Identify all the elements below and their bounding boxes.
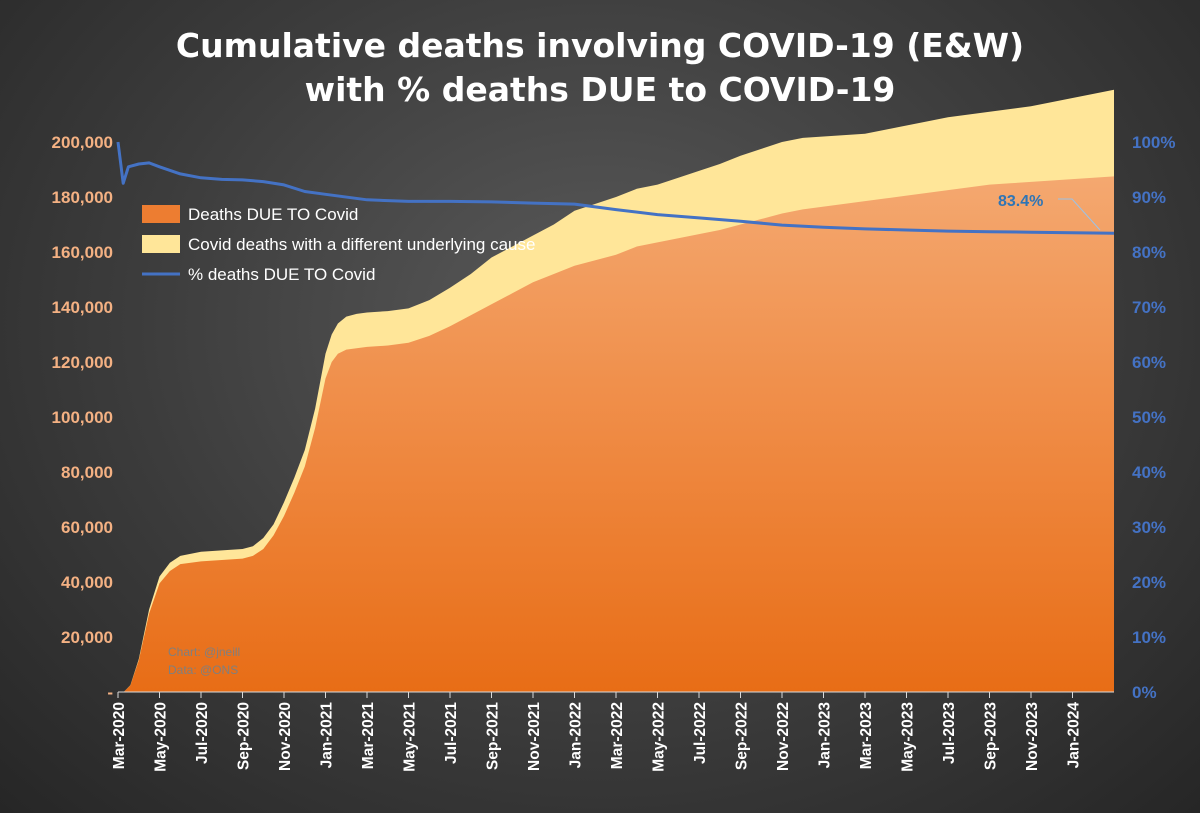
legend-label-percent: % deaths DUE TO Covid — [188, 265, 375, 284]
left-axis-tick-label: 60,000 — [61, 518, 113, 537]
x-axis-tick-label: Nov-2021 — [526, 702, 543, 771]
right-axis-tick-label: 90% — [1132, 188, 1166, 207]
right-axis-tick-label: 100% — [1132, 133, 1175, 152]
x-axis-tick-label: Mar-2020 — [111, 702, 128, 769]
x-axis-tick-label: Sep-2023 — [983, 702, 1000, 770]
x-axis-tick-label: May-2020 — [153, 702, 170, 772]
x-axis-tick-label: Sep-2020 — [236, 702, 253, 770]
x-axis-tick-label: Nov-2022 — [775, 702, 792, 771]
right-axis-tick-label: 40% — [1132, 463, 1166, 482]
right-axis-tick-label: 20% — [1132, 573, 1166, 592]
plot-line — [116, 141, 1115, 235]
x-axis-tick-label: Jan-2021 — [319, 702, 336, 769]
legend-swatch-due — [142, 205, 180, 223]
right-axis: 0% 10% 20% 30% 40% 50% 60% 70% 80% 90% 100% — [1132, 133, 1175, 702]
right-axis-tick-label: 80% — [1132, 243, 1166, 262]
legend-swatch-different — [142, 235, 180, 253]
x-axis-tick-label: Jul-2022 — [692, 702, 709, 764]
right-axis-tick-label: 60% — [1132, 353, 1166, 372]
x-axis-tick-label: Jan-2022 — [568, 702, 585, 768]
plot-areas — [118, 89, 1114, 693]
chart-title-line-1: Cumulative deaths involving COVID-19 (E&… — [176, 26, 1024, 65]
x-axis-tick-label: May-2021 — [402, 702, 419, 772]
legend-label-different: Covid deaths with a different underlying… — [188, 235, 535, 254]
left-axis-tick-label: 20,000 — [61, 628, 113, 647]
left-axis-tick-label: 100,000 — [52, 408, 113, 427]
right-axis-tick-label: 70% — [1132, 298, 1166, 317]
credit-chart: Chart: @jneill — [168, 645, 240, 659]
left-axis-tick-label: 140,000 — [52, 298, 113, 317]
legend: Deaths DUE TO Covid Covid deaths with a … — [142, 205, 535, 284]
x-axis-tick-label: Jul-2023 — [941, 702, 958, 764]
area-series-due-to-covid — [118, 176, 1114, 692]
x-axis-tick-label: Jul-2020 — [194, 702, 211, 764]
annotation-label: 83.4% — [998, 193, 1043, 210]
right-axis-tick-label: 10% — [1132, 628, 1166, 647]
x-axis-tick-label: Mar-2021 — [360, 702, 377, 770]
line-series-percent-due — [116, 141, 1115, 235]
right-axis-tick-label: 30% — [1132, 518, 1166, 537]
x-axis-tick-label: Nov-2023 — [1024, 702, 1041, 771]
x-axis-tick-label: Jan-2023 — [817, 702, 834, 769]
left-axis-tick-label: 40,000 — [61, 573, 113, 592]
left-axis-tick-label: - — [107, 683, 113, 702]
right-axis-tick-label: 0% — [1132, 683, 1157, 702]
left-axis: - 20,000 40,000 60,000 80,000 100,000 120,000 1… — [52, 133, 113, 702]
annotation-leader-line — [1058, 198, 1101, 231]
x-axis-tick-label: Mar-2023 — [858, 702, 875, 770]
credit-data: Data: @ONS — [168, 663, 238, 677]
x-axis-tick-label: May-2023 — [900, 702, 917, 772]
x-axis: Mar-2020 May-2020 Jul-2020 Sep-2020 Nov-2020… — [111, 691, 1114, 772]
x-axis-tick-label: Sep-2021 — [485, 702, 502, 770]
legend-label-due: Deaths DUE TO Covid — [188, 205, 358, 224]
left-axis-tick-label: 80,000 — [61, 463, 113, 482]
left-axis-tick-label: 120,000 — [52, 353, 113, 372]
x-axis-tick-label: Sep-2022 — [734, 702, 751, 770]
x-axis-tick-label: Jan-2024 — [1066, 702, 1083, 769]
annotation: 83.4% — [998, 193, 1101, 231]
left-axis-tick-label: 200,000 — [52, 133, 113, 152]
x-axis-tick-label: May-2022 — [651, 702, 668, 772]
x-axis-tick-label: Nov-2020 — [277, 702, 294, 771]
x-axis-tick-label: Mar-2022 — [609, 702, 626, 769]
chart-title-line-2: with % deaths DUE to COVID-19 — [305, 70, 896, 109]
left-axis-tick-label: 180,000 — [52, 188, 113, 207]
right-axis-tick-label: 50% — [1132, 408, 1166, 427]
left-axis-tick-label: 160,000 — [52, 243, 113, 262]
x-axis-tick-label: Jul-2021 — [443, 702, 460, 764]
